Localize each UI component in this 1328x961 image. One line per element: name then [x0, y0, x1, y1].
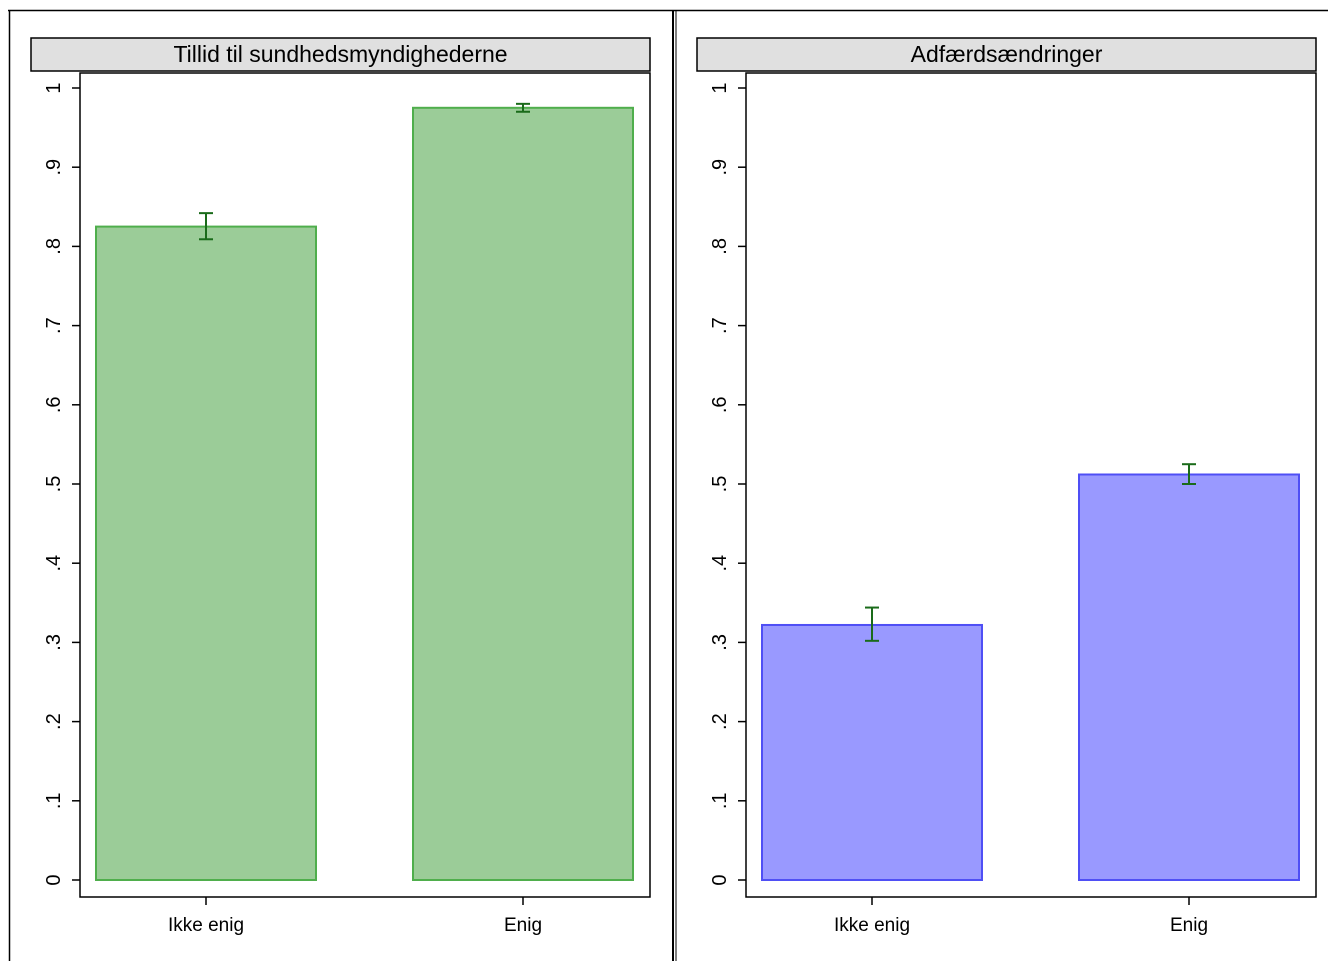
y-axis: 0 .1 .2 .3 .4 .5 .6 .7 .8 .9 1 — [709, 82, 746, 886]
panel-title-strip — [696, 37, 1317, 72]
y-tick-label: .5 — [709, 476, 731, 493]
y-tick-label: 0 — [43, 874, 65, 885]
y-tick-label: .7 — [709, 317, 731, 334]
y-tick-label: .9 — [43, 159, 65, 176]
panel-trust: Tillid til sundhedsmyndighederne 0 .1 .2 .3… — [30, 37, 651, 936]
y-tick-label: .6 — [709, 396, 731, 413]
y-tick-label: .6 — [43, 396, 65, 413]
y-tick-label: .4 — [43, 555, 65, 572]
y-tick-label: .5 — [43, 476, 65, 493]
panel-title: Adfærdsændringer — [911, 41, 1103, 67]
x-axis: Ikke enig Enig — [834, 897, 1208, 936]
bar — [761, 623, 983, 882]
y-tick-label: .1 — [43, 792, 65, 809]
x-tick-label: Ikke enig — [834, 915, 910, 936]
x-tick-label: Ikke enig — [168, 915, 244, 936]
bar — [1078, 473, 1300, 881]
bar — [412, 106, 634, 882]
error-bars — [865, 463, 1196, 642]
bar — [95, 225, 317, 882]
y-axis: 0 .1 .2 .3 .4 .5 .6 .7 .8 .9 1 — [43, 82, 80, 886]
y-tick-label: 0 — [709, 874, 731, 885]
y-tick-label: .9 — [709, 159, 731, 176]
y-tick-label: .7 — [43, 317, 65, 334]
y-tick-label: 1 — [43, 82, 65, 93]
panel-behavior: Adfærdsændringer 0 .1 .2 .3 .4 .5 .6 .7 .8 .9 1 Ik… — [696, 37, 1317, 936]
y-tick-label: 1 — [709, 82, 731, 93]
panel-title: Tillid til sundhedsmyndighederne — [173, 41, 507, 67]
y-tick-label: .2 — [709, 713, 731, 730]
y-tick-label: .8 — [709, 238, 731, 255]
plot-area — [79, 72, 651, 898]
y-tick-label: .1 — [709, 792, 731, 809]
x-axis: Ikke enig Enig — [168, 897, 542, 936]
y-tick-label: .4 — [709, 555, 731, 572]
y-tick-label: .3 — [43, 634, 65, 651]
y-tick-label: .2 — [43, 713, 65, 730]
y-tick-label: .8 — [43, 238, 65, 255]
panel-title-strip — [30, 37, 651, 72]
y-tick-label: .3 — [709, 634, 731, 651]
plot-area — [745, 72, 1317, 898]
bars — [761, 473, 1300, 882]
bars — [95, 106, 634, 882]
error-bars — [199, 102, 530, 241]
x-tick-label: Enig — [1170, 915, 1208, 936]
x-tick-label: Enig — [504, 915, 542, 936]
